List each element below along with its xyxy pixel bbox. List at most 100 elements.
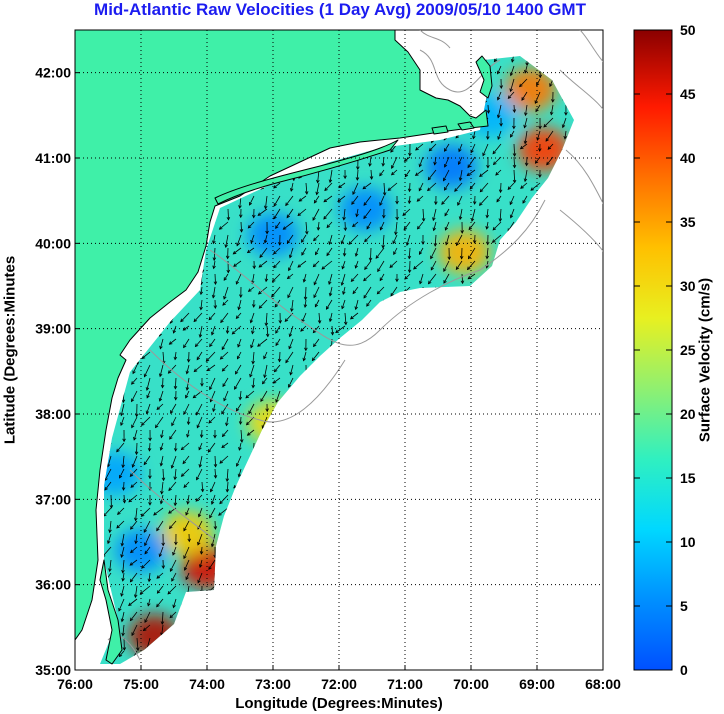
vector-head	[430, 255, 434, 260]
vector-head	[141, 565, 145, 569]
velocity-vector	[482, 143, 489, 156]
vector-head	[538, 125, 542, 130]
velocity-vector	[524, 130, 528, 144]
velocity-vector	[348, 234, 359, 245]
velocity-vector	[443, 260, 450, 272]
velocity-vector	[288, 338, 294, 349]
vector-head	[143, 529, 147, 533]
vector-head	[341, 265, 345, 270]
vector-head	[521, 97, 525, 101]
vector-head	[221, 346, 225, 351]
vector-head	[213, 526, 218, 530]
vector-head	[550, 671, 553, 674]
velocity-vector	[141, 507, 151, 517]
vector-head	[200, 383, 204, 387]
vector-head	[198, 464, 203, 468]
velocity-vector	[187, 416, 190, 425]
vector-head	[354, 253, 359, 257]
vector-head	[144, 619, 148, 624]
velocity-vector	[492, 234, 502, 243]
velocity-vector	[331, 325, 334, 335]
vector-head	[173, 396, 178, 401]
velocity-vector	[148, 572, 151, 582]
vector-head	[304, 191, 309, 195]
vector-head	[263, 355, 267, 360]
vector-head	[235, 370, 239, 375]
vector-head	[180, 318, 184, 323]
vector-head	[235, 315, 240, 320]
vector-head	[147, 447, 152, 452]
velocity-vector	[275, 338, 281, 346]
velocity-vector	[287, 273, 294, 279]
velocity-vector	[240, 429, 243, 443]
vector-head	[156, 406, 161, 411]
vector-head	[421, 218, 426, 222]
velocity-vector	[314, 195, 320, 204]
vector-head	[146, 394, 150, 399]
vector-head	[232, 250, 237, 255]
velocity-vector	[222, 429, 229, 437]
velocity-vector	[227, 208, 229, 220]
vector-head	[218, 226, 223, 230]
vector-head	[122, 499, 127, 504]
velocity-vector	[379, 273, 385, 281]
colorbar-label: Surface Velocity (cm/s)	[696, 277, 714, 443]
velocity-vector	[291, 299, 294, 312]
velocity-vector	[382, 234, 385, 248]
x-tick-label: 72:00	[321, 676, 357, 692]
vector-head	[547, 146, 552, 150]
velocity-vector	[205, 351, 216, 362]
velocity-vector	[458, 143, 463, 152]
vector-head	[363, 294, 367, 299]
velocity-vector	[383, 182, 386, 196]
velocity-vector	[122, 559, 125, 573]
vector-head	[316, 227, 321, 231]
vector-head	[210, 501, 215, 505]
velocity-vector	[305, 221, 308, 234]
vector-head	[139, 591, 144, 595]
vector-head	[391, 670, 394, 673]
vector-head	[121, 487, 126, 491]
colorbar-tick-label: 35	[680, 214, 696, 230]
vector-head	[288, 267, 292, 272]
vector-head	[129, 617, 134, 622]
velocity-vector	[250, 338, 255, 348]
velocity-vector	[174, 377, 177, 389]
velocity-vector	[214, 273, 216, 285]
vector-head	[273, 202, 277, 207]
vector-head	[499, 85, 504, 89]
vector-head	[128, 602, 132, 607]
velocity-vector	[146, 403, 151, 414]
vector-head	[199, 291, 204, 296]
velocity-vector	[144, 364, 151, 377]
vector-head	[447, 256, 452, 261]
vector-head	[519, 83, 523, 88]
vector-head	[395, 200, 399, 205]
velocity-vector	[169, 429, 177, 440]
vector-head	[348, 241, 352, 245]
colorbar-tick-label: 10	[680, 534, 696, 550]
vector-head	[156, 590, 161, 594]
vector-head	[455, 266, 460, 271]
vector-head	[496, 96, 501, 101]
vector-head	[407, 188, 412, 193]
vector-head	[156, 527, 160, 532]
vector-head	[223, 397, 227, 402]
vector-head	[303, 304, 308, 308]
vector-head	[427, 187, 431, 192]
y-tick-label: 35:00	[35, 662, 71, 678]
velocity-vector	[524, 65, 528, 74]
velocity-vector	[197, 572, 203, 583]
velocity-vector	[129, 468, 138, 477]
velocity-vector	[344, 312, 347, 325]
velocity-vector	[321, 260, 333, 270]
vector-head	[391, 165, 395, 169]
vector-head	[198, 564, 203, 569]
vector-head	[376, 290, 381, 295]
vector-head	[524, 112, 528, 117]
velocity-vector	[272, 273, 281, 282]
velocity-vector	[258, 260, 268, 268]
vector-head	[472, 135, 476, 140]
vector-head	[197, 579, 201, 584]
velocity-vector	[135, 507, 138, 521]
